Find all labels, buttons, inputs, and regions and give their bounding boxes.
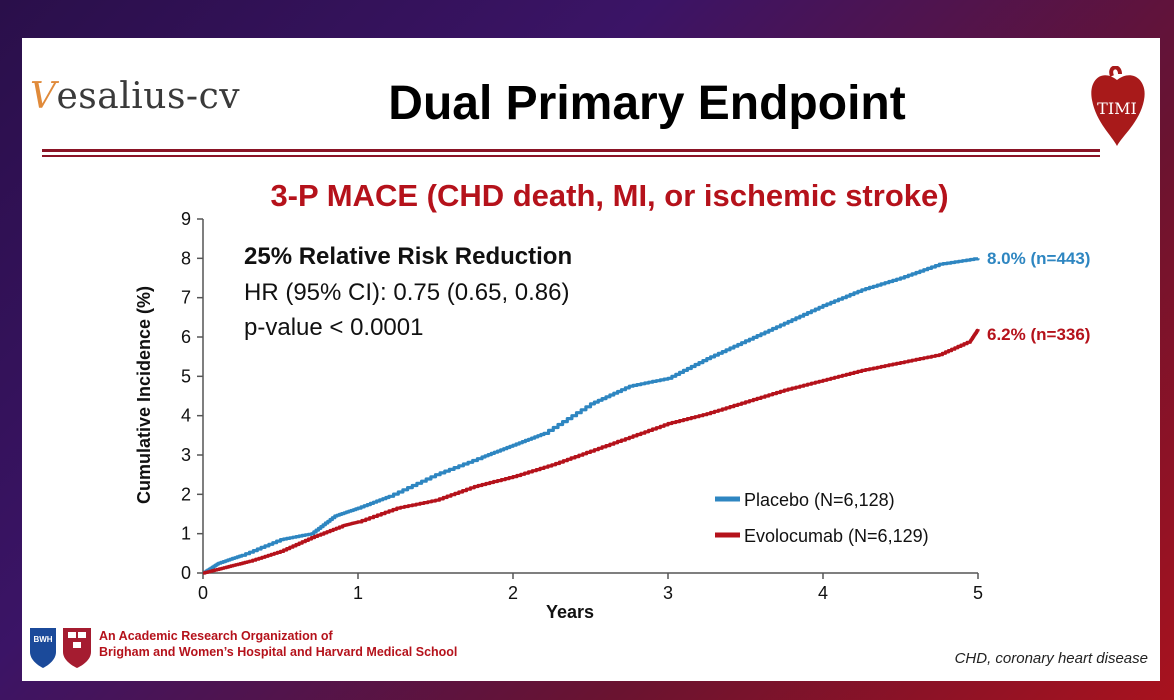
organization-text: An Academic Research Organization of Bri…	[99, 628, 457, 660]
x-axis-label: Years	[546, 602, 594, 622]
header-rule-bottom	[42, 155, 1100, 157]
annotation-rrr: 25% Relative Risk Reduction	[244, 243, 572, 270]
evolocumab-curve	[203, 328, 980, 575]
x-tick-label: 3	[663, 583, 673, 603]
placebo-end-label: 8.0% (n=443)	[987, 249, 1090, 268]
slide-title: Dual Primary Endpoint	[388, 77, 906, 130]
org-line-1: An Academic Research Organization of	[99, 629, 333, 643]
legend: Placebo (N=6,128) Evolocumab (N=6,129)	[715, 490, 929, 546]
footnote: CHD, coronary heart disease	[954, 650, 1148, 667]
x-tick-label: 2	[508, 583, 518, 603]
vesalius-logo: Vesalius-cv	[30, 76, 241, 117]
institution-logos: BWH	[30, 628, 91, 668]
annotation-hr: HR (95% CI): 0.75 (0.65, 0.86)	[244, 279, 569, 306]
y-tick-label: 2	[181, 484, 191, 504]
y-tick-label: 7	[181, 288, 191, 308]
y-tick-label: 0	[181, 563, 191, 583]
bwh-shield-icon	[30, 628, 56, 668]
chart-axes: 0 1 2 3 4 5 6 7 8 9 0 1 2 3 4 5	[181, 209, 983, 603]
placebo-curve	[203, 257, 980, 575]
y-tick-label: 6	[181, 327, 191, 347]
header-rule-top	[42, 149, 1100, 152]
bwh-logo-text: BWH	[33, 635, 52, 644]
y-tick-label: 4	[181, 406, 191, 426]
y-tick-label: 5	[181, 366, 191, 386]
km-chart: 0 1 2 3 4 5 6 7 8 9 0 1 2 3 4 5 25% Relative Risk Reduc…	[134, 209, 1090, 622]
slide: Vesalius-cv Dual Primary Endpoint TIMI 3…	[22, 38, 1160, 681]
x-tick-label: 0	[198, 583, 208, 603]
y-tick-label: 8	[181, 248, 191, 268]
timi-logo-icon: TIMI	[1091, 66, 1145, 146]
x-tick-label: 1	[353, 583, 363, 603]
chart-subtitle: 3-P MACE (CHD death, MI, or ischemic str…	[270, 178, 949, 213]
evolocumab-end-label: 6.2% (n=336)	[987, 325, 1090, 344]
legend-placebo-label: Placebo (N=6,128)	[744, 490, 895, 510]
y-axis-label: Cumulative Incidence (%)	[134, 286, 154, 504]
y-tick-label: 3	[181, 445, 191, 465]
y-tick-label: 9	[181, 209, 191, 229]
org-line-2: Brigham and Women’s Hospital and Harvard…	[99, 645, 458, 659]
chart-lines	[203, 257, 980, 575]
y-tick-label: 1	[181, 524, 191, 544]
x-tick-label: 5	[973, 583, 983, 603]
svg-text:TIMI: TIMI	[1097, 99, 1137, 118]
annotation-pvalue: p-value < 0.0001	[244, 314, 423, 341]
legend-evolocumab-label: Evolocumab (N=6,129)	[744, 526, 929, 546]
x-tick-label: 4	[818, 583, 828, 603]
